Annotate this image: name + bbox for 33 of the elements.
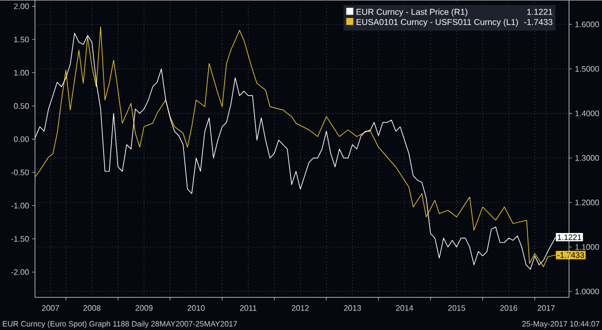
- y2-tick-label: 1.3000: [575, 154, 599, 161]
- y-tick-label: -1.50: [11, 236, 29, 242]
- data-label: 1.1221: [558, 234, 582, 240]
- y2-tick-label: 1.2000: [575, 199, 599, 206]
- y-tick-label: 0.50: [14, 102, 29, 109]
- y-tick-label: -2.00: [11, 269, 29, 275]
- y-tick-label: 2.00: [14, 3, 29, 9]
- data-label: -1.7433: [558, 252, 584, 258]
- x-tick-label: 2015: [448, 305, 466, 311]
- x-tick-label: 2012: [292, 305, 309, 311]
- y2-tick-label: 1.6000: [575, 21, 599, 28]
- y-tick-label: -1.00: [11, 202, 29, 208]
- text: 1.1221: [527, 8, 552, 15]
- legend-label: EUSA0101 Curncy - USFS011 Curncy (L1): [356, 18, 518, 27]
- x-tick-label: 2011: [240, 305, 256, 311]
- x-tick-label: 2010: [188, 305, 205, 311]
- x-tick-label: 2013: [344, 305, 361, 311]
- text: -1.7433: [524, 18, 552, 25]
- y-tick-label: 1.00: [14, 70, 29, 76]
- x-tick-label: 2014: [396, 305, 414, 311]
- y-tick-label: 0.00: [14, 136, 29, 142]
- y-tick-label: -0.50: [11, 169, 29, 176]
- y2-tick-label: 1.4000: [575, 110, 599, 116]
- y-tick-label: 1.50: [14, 36, 29, 42]
- x-tick-label: 2007: [42, 305, 60, 311]
- y2-tick-label: 1.5000: [575, 66, 599, 72]
- legend-label: EUR Curncy - Last Price (R1): [356, 8, 468, 16]
- y2-tick-label: 1.1000: [575, 244, 599, 250]
- x-tick-label: 2016: [500, 305, 518, 311]
- y2-tick-label: 1.0000: [575, 288, 599, 294]
- x-tick-label: 2017: [538, 305, 555, 311]
- x-tick-label: 2008: [83, 305, 100, 311]
- x-tick-label: 2009: [136, 305, 153, 311]
